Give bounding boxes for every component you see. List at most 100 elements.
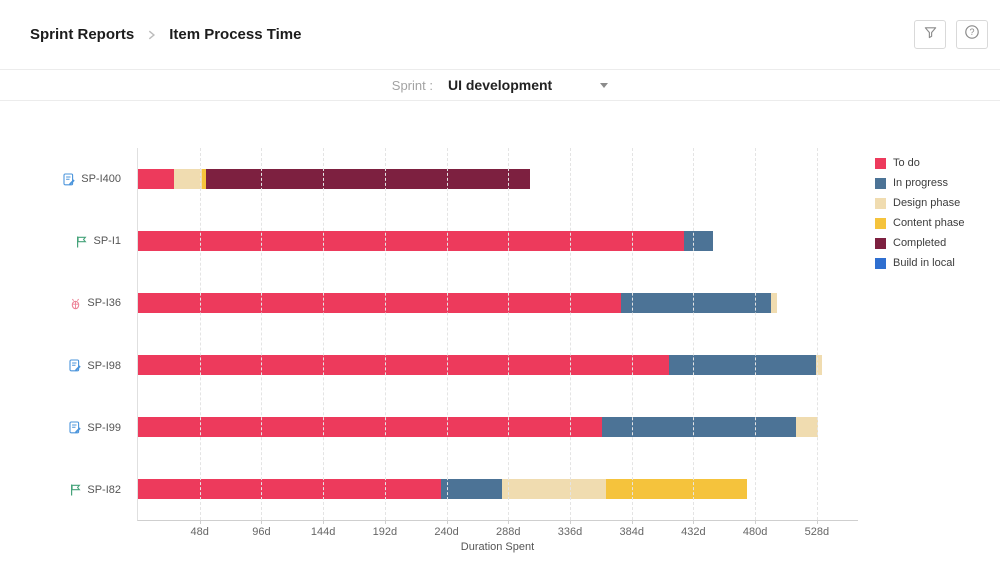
chart: SP-I400 SP-I1 SP-I36 SP-I98 SP-I99 SP-I82 48d… (0, 101, 1000, 576)
legend-label: In progress (893, 177, 949, 189)
x-tick-label: 528d (804, 526, 830, 538)
flag-icon (75, 235, 88, 248)
bar-segment-to-do[interactable] (138, 355, 669, 375)
task-icon (69, 359, 82, 372)
legend-label: To do (893, 157, 920, 169)
bar-segment-in-progress[interactable] (602, 417, 797, 437)
bar-row (138, 231, 858, 251)
bar-segment-content-phase[interactable] (605, 479, 748, 499)
axis-tick-mark (384, 520, 386, 524)
axis-tick-mark (261, 520, 263, 524)
legend-item-build-in-local[interactable]: Build in local (875, 257, 965, 269)
bar-segment-in-progress[interactable] (684, 231, 713, 251)
bug-icon (69, 297, 82, 310)
item-label: SP-I98 (87, 359, 121, 372)
x-tick-label: 432d (681, 526, 706, 538)
breadcrumb-parent[interactable]: Sprint Reports (30, 26, 135, 43)
legend-label: Content phase (893, 217, 965, 229)
x-tick-label: 240d (434, 526, 459, 538)
gridline (323, 148, 325, 520)
legend-swatch (875, 217, 886, 229)
bar-segment-design-phase[interactable] (770, 293, 777, 313)
bar-segment-to-do[interactable] (138, 293, 622, 313)
item-label: SP-I82 (87, 483, 121, 496)
bar-segment-in-progress[interactable] (441, 479, 502, 499)
gridline (446, 148, 448, 520)
legend-swatch (875, 237, 886, 249)
chevron-right-icon (146, 29, 157, 41)
stacked-bar (138, 293, 858, 313)
gridline (570, 148, 571, 520)
bar-segment-design-phase[interactable] (174, 169, 203, 189)
dropdown-caret-icon[interactable] (600, 82, 609, 88)
bar-segment-to-do[interactable] (138, 417, 603, 437)
legend-swatch (875, 257, 886, 269)
gridline (693, 148, 695, 520)
item-label: SP-I36 (87, 297, 121, 310)
gridline (755, 148, 757, 520)
axis-tick-mark (693, 520, 695, 524)
gridline (384, 148, 386, 520)
x-tick-label: 336d (557, 526, 583, 538)
x-tick-label: 144d (310, 526, 336, 538)
bar-segment-to-do[interactable] (138, 169, 174, 189)
x-axis-title: Duration Spent (460, 541, 535, 553)
bar-rows (138, 148, 858, 520)
bar-row (138, 355, 858, 375)
bar-segment-to-do[interactable] (138, 479, 442, 499)
bar-segment-in-progress[interactable] (621, 293, 771, 313)
legend-item-completed[interactable]: Completed (875, 237, 965, 249)
bar-segment-completed[interactable] (206, 169, 531, 189)
y-label-sp-i98: SP-I98 (0, 359, 130, 372)
x-tick-label: 288d (496, 526, 521, 538)
legend-swatch (875, 177, 886, 189)
legend-item-in-progress[interactable]: In progress (875, 177, 965, 189)
y-label-sp-i36: SP-I36 (0, 297, 130, 310)
axis-tick-mark (508, 520, 510, 524)
y-axis-labels: SP-I400 SP-I1 SP-I36 SP-I98 SP-I99 SP-I82 (0, 148, 130, 521)
stacked-bar (138, 479, 858, 499)
legend-label: Build in local (893, 257, 955, 269)
axis-tick-mark (199, 520, 201, 524)
question-icon: ? (964, 24, 980, 45)
task-icon (63, 173, 76, 186)
gridline (816, 148, 818, 520)
legend-swatch (875, 197, 886, 209)
gridline (199, 148, 201, 520)
legend-label: Completed (893, 237, 947, 249)
stacked-bar (138, 231, 858, 251)
bar-segment-in-progress[interactable] (669, 355, 816, 375)
bar-segment-design-phase[interactable] (796, 417, 819, 437)
stacked-bar (138, 355, 858, 375)
top-bar: Sprint Reports Item Process Time ? (0, 0, 1000, 70)
stacked-bar (138, 417, 858, 437)
bar-segment-content-phase[interactable] (202, 169, 207, 189)
filter-button[interactable] (914, 20, 946, 49)
sprint-dropdown[interactable]: UI development (447, 77, 553, 93)
plot-area: 48d 96d 144d 192d 240d 288d 336d 384d 432d 480d 52… (137, 148, 858, 538)
legend-item-to-do[interactable]: To do (875, 157, 965, 169)
legend-item-design-phase[interactable]: Design phase (875, 197, 965, 209)
gridline (508, 148, 510, 520)
x-tick-label: 384d (619, 526, 644, 538)
page-title: Item Process Time (169, 26, 302, 43)
bar-segment-design-phase[interactable] (815, 355, 822, 375)
bar-row (138, 479, 858, 499)
legend-item-content-phase[interactable]: Content phase (875, 217, 965, 229)
bar-segment-design-phase[interactable] (501, 479, 606, 499)
task-icon (69, 421, 82, 434)
x-tick-label: 480d (742, 526, 768, 538)
y-label-sp-i99: SP-I99 (0, 421, 130, 434)
item-label: SP-I400 (81, 173, 121, 186)
legend: To do In progress Design phase Content phas… (875, 157, 965, 277)
item-label: SP-I99 (87, 421, 121, 434)
axis-tick-mark (631, 520, 633, 524)
legend-label: Design phase (893, 197, 961, 209)
axis-tick-mark (570, 520, 571, 524)
item-label: SP-I1 (93, 235, 121, 248)
breadcrumb: Sprint Reports Item Process Time (30, 26, 301, 43)
help-button[interactable]: ? (956, 20, 988, 49)
axis-tick-mark (755, 520, 757, 524)
x-tick-label: 192d (372, 526, 398, 538)
bar-segment-to-do[interactable] (138, 231, 685, 251)
